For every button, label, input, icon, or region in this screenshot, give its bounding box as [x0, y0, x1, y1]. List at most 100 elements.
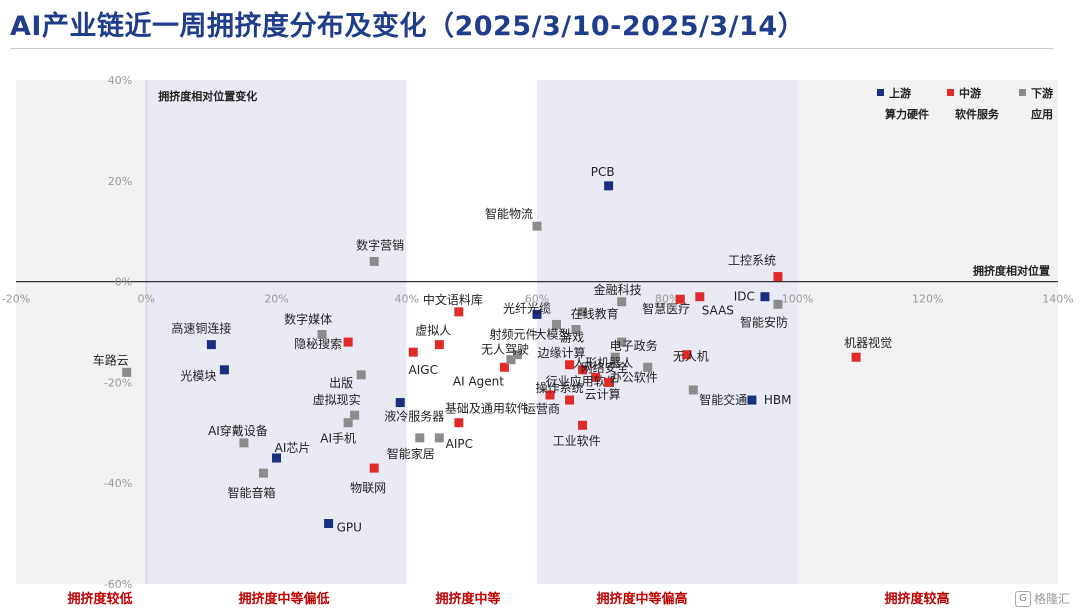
- point-label: 基础及通用软件: [445, 402, 529, 416]
- scatter-point: [578, 307, 588, 317]
- scatter-point: [851, 352, 861, 362]
- legend-series-name: 中游: [959, 86, 981, 100]
- point-label: SAAS: [702, 304, 734, 318]
- scatter-point: [499, 362, 509, 372]
- point-label: PCB: [591, 165, 615, 179]
- zone-band: [146, 80, 407, 584]
- point-label: 液冷服务器: [384, 409, 444, 424]
- zone-label-mid: 拥挤度中等: [435, 592, 501, 607]
- point-label: 智慧医疗: [642, 301, 690, 316]
- point-label: HBM: [764, 393, 792, 407]
- point-label: 智能安防: [740, 314, 788, 329]
- legend-swatch: [1019, 89, 1026, 96]
- x-tick-label: 60%: [525, 293, 549, 306]
- legend-swatch: [877, 89, 884, 96]
- zone-band: [16, 80, 147, 584]
- point-label: 人形机器人: [573, 356, 633, 370]
- point-label: GPU: [337, 521, 362, 535]
- zone-label-high: 拥挤度较高: [884, 592, 950, 607]
- scatter-point: [545, 390, 555, 400]
- point-label: 虚拟现实: [313, 392, 361, 407]
- point-label: 无人驾驶: [481, 342, 529, 357]
- point-label: 数字营销: [356, 237, 404, 252]
- scatter-point: [552, 319, 562, 329]
- scatter-point: [604, 181, 614, 191]
- scatter-point: [434, 433, 444, 443]
- x-tick-label: 140%: [1042, 293, 1073, 306]
- point-label: 智能音箱: [227, 485, 275, 500]
- x-tick-label: 0%: [138, 293, 155, 306]
- scatter-point: [773, 299, 783, 309]
- scatter-point: [350, 410, 360, 420]
- scatter-point: [239, 438, 249, 448]
- x-tick-label: 120%: [912, 293, 943, 306]
- scatter-point: [434, 340, 444, 350]
- legend-swatch: [947, 89, 954, 96]
- scatter-point: [773, 272, 783, 282]
- scatter-point: [343, 418, 353, 428]
- zone-label-low: 拥挤度较低: [67, 592, 133, 607]
- point-label: AI手机: [320, 432, 356, 446]
- point-label: AI芯片: [275, 441, 311, 455]
- y-tick-label: -60%: [104, 578, 132, 591]
- scatter-point: [532, 221, 542, 231]
- point-label: 无人机: [673, 350, 709, 364]
- scatter-point: [591, 372, 601, 382]
- scatter-point: [258, 468, 268, 478]
- point-label: 在线教育: [571, 306, 619, 321]
- scatter-point: [604, 377, 614, 387]
- point-label: 机器视觉: [844, 335, 892, 350]
- point-label: 智能家居: [387, 446, 435, 461]
- scatter-point: [760, 292, 770, 302]
- legend-series-sub: 应用: [1031, 107, 1053, 121]
- x-tick-label: -20%: [2, 293, 30, 306]
- point-label: 数字媒体: [284, 312, 332, 327]
- scatter-point: [356, 370, 366, 380]
- zone-band: [797, 80, 1058, 584]
- point-label: 隐秘搜索: [294, 336, 342, 351]
- point-label: 行业应用软件: [546, 373, 618, 388]
- scatter-point: [643, 362, 653, 372]
- zone-label-mid-low: 拥挤度中等偏低: [238, 592, 330, 607]
- scatter-point: [565, 395, 575, 405]
- legend-series-sub: 软件服务: [955, 107, 1000, 121]
- scatter-point: [695, 292, 705, 302]
- scatter-point: [206, 340, 216, 350]
- y-tick-label: 0%: [115, 276, 132, 289]
- y-tick-label: 40%: [108, 74, 132, 87]
- point-label: 光模块: [180, 369, 216, 383]
- legend-series-sub: 算力硬件: [884, 107, 929, 121]
- scatter-point: [408, 347, 418, 357]
- point-label: 网络安全: [581, 360, 629, 375]
- point-label: 智能物流: [485, 206, 533, 221]
- y-tick-label: -40%: [104, 477, 132, 490]
- scatter-point: [369, 256, 379, 266]
- scatter-point: [219, 365, 229, 375]
- title-divider: [10, 48, 1053, 49]
- watermark-text: 格隆汇: [1033, 591, 1070, 606]
- scatter-point: [415, 433, 425, 443]
- scatter-point: [610, 352, 620, 362]
- scatter-point: [369, 463, 379, 473]
- point-label: 工业软件: [553, 434, 601, 448]
- scatter-point: [565, 360, 575, 370]
- point-label: 工控系统: [728, 254, 776, 268]
- scatter-point: [317, 330, 327, 340]
- watermark-logo-icon: G: [1014, 591, 1031, 607]
- zone-label-mid-high: 拥挤度中等偏高: [596, 592, 688, 607]
- scatter-point: [512, 350, 522, 360]
- point-label: 云计算: [585, 386, 621, 401]
- scatter-point: [506, 355, 516, 365]
- point-label: AIGC: [409, 363, 438, 377]
- scatter-point: [454, 418, 464, 428]
- page-title: AI产业链近一周拥挤度分布及变化（2025/3/10-2025/3/14）: [10, 11, 806, 42]
- legend-series-name: 下游: [1031, 86, 1053, 100]
- x-tick-label: 80%: [655, 293, 679, 306]
- y-tick-label: 20%: [108, 175, 132, 188]
- scatter-point: [454, 307, 464, 317]
- point-label: 出版: [329, 376, 353, 390]
- scatter-point: [682, 350, 692, 360]
- scatter-point: [324, 519, 334, 529]
- point-label: 物联网: [350, 481, 386, 495]
